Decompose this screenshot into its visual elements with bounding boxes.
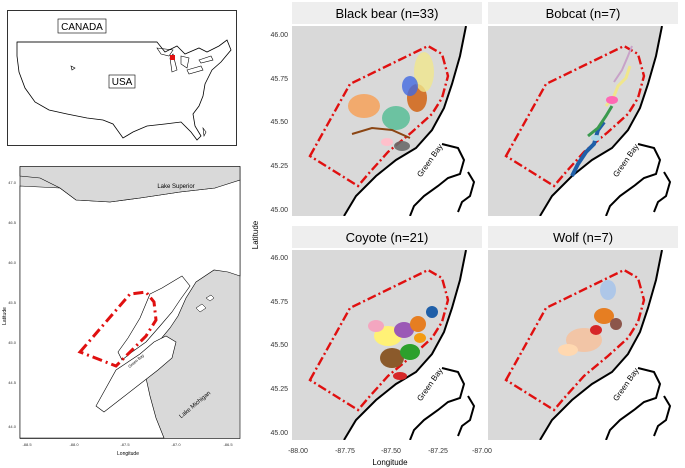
regional-y-tick: 44.0 [8,424,17,429]
y-axis-ticks: 46.00 45.75 45.50 45.25 45.00 46.00 45.7… [270,32,288,437]
black-bear-tracks [348,52,434,151]
regional-y-tick: 44.5 [8,380,17,385]
facet-grid: Black bear (n=33) Bobcat (n=7) [251,2,678,467]
regional-x-tick: -88.0 [69,442,79,447]
y-tick: 45.25 [270,386,288,393]
facet-title-wolf: Wolf (n=7) [553,230,613,245]
regional-y-tick: 47.0 [8,180,17,185]
regional-x-tick: -87.5 [120,442,130,447]
x-axis-ticks: -88.00 -87.75 -87.50 -87.25 -87.00 [288,448,492,455]
y-tick: 45.00 [270,207,288,214]
regional-y-tick: 46.5 [8,220,17,225]
usa-label: USA [112,77,133,88]
regional-x-label: Longitude [117,451,139,457]
regional-y-label: Latitude [2,307,8,325]
x-tick: -87.25 [428,448,448,455]
x-axis-label: Longitude [372,458,408,467]
y-tick: 45.75 [270,76,288,83]
y-tick: 45.50 [270,119,288,126]
bobcat-tracks [570,45,633,177]
y-tick: 45.75 [270,299,288,306]
coyote-tracks [368,306,438,380]
wolf-tracks [558,280,622,356]
x-tick: -87.75 [335,448,355,455]
y-tick: 46.00 [270,32,288,39]
y-tick: 45.25 [270,163,288,170]
y-tick: 46.00 [270,255,288,262]
x-tick: -88.00 [288,448,308,455]
facet-title-black-bear: Black bear (n=33) [336,6,439,21]
regional-x-tick: -87.0 [171,442,181,447]
usa-outline [16,39,232,141]
usa-inset-map: CANADA USA [7,10,237,146]
x-tick: -87.50 [381,448,401,455]
facet-black-bear: Black bear (n=33) [292,2,482,216]
facet-bobcat: Bobcat (n=7) Green Bay [488,2,678,216]
facet-wolf: Wolf (n=7) Green Bay [488,226,678,440]
regional-x-tick: -88.5 [22,442,32,447]
y-tick: 45.00 [270,430,288,437]
lake-superior-label: Lake Superior [157,184,194,190]
regional-y-tick: 45.5 [8,300,17,305]
regional-y-tick: 46.0 [8,260,17,265]
x-tick: -87.00 [472,448,492,455]
y-axis-label: Latitude [251,220,260,249]
regional-map: Lake Superior Lake Michigan Green Bay 47… [2,166,241,457]
study-area-marker [170,55,175,60]
canada-label: CANADA [61,22,103,33]
study-area-outline [77,290,158,368]
y-tick: 45.50 [270,342,288,349]
facet-title-bobcat: Bobcat (n=7) [546,6,621,21]
facet-title-coyote: Coyote (n=21) [346,230,429,245]
regional-y-tick: 45.0 [8,340,17,345]
regional-x-tick: -86.5 [223,442,233,447]
facet-coyote: Coyote (n=21) Green Bay [292,226,482,440]
